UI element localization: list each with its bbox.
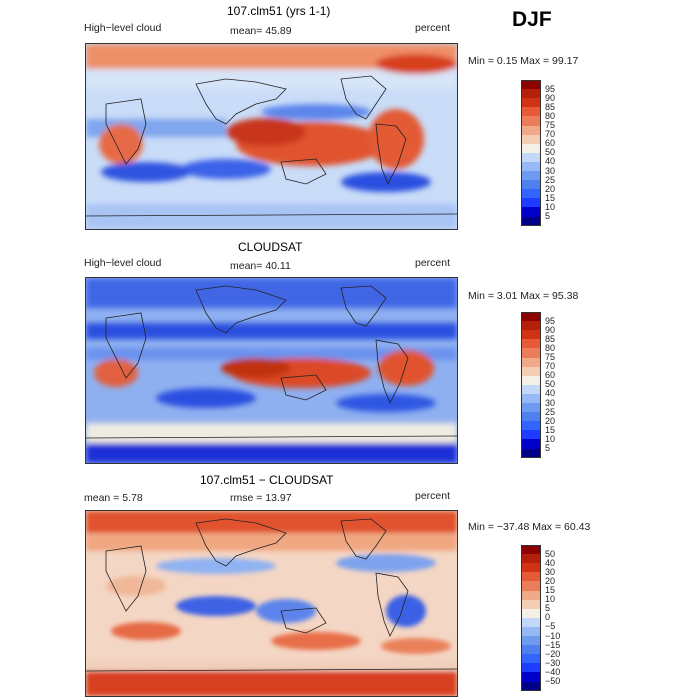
panel1-coastlines xyxy=(86,75,457,217)
colorbar-tick-label: 25 xyxy=(545,174,556,185)
colorbar-tick-label: −10 xyxy=(545,630,561,641)
colorbar-tick-label: 0 xyxy=(545,612,551,623)
colorbar-tick-label: 95 xyxy=(545,315,556,326)
colorbar-tick-label: 15 xyxy=(545,585,556,595)
colorbar-tick-label: 15 xyxy=(545,192,556,203)
panel2-mean: mean= 40.11 xyxy=(230,260,291,272)
panel1-units: percent xyxy=(415,22,451,34)
colorbar-tick-label: 5 xyxy=(545,211,551,221)
colorbar-tick-label: 85 xyxy=(545,101,556,112)
colorbar-tick-label: 10 xyxy=(545,594,556,605)
colorbar-tick-label: −40 xyxy=(545,666,561,677)
panel3-rmse: rmse = 13.97 xyxy=(230,492,292,504)
colorbar-tick-label: −5 xyxy=(545,621,556,632)
colorbar-tick-label: 50 xyxy=(545,548,556,559)
panel2-units: percent xyxy=(415,257,451,269)
colorbar-tick-label: 80 xyxy=(545,342,556,353)
colorbar-tick-label: 20 xyxy=(545,415,556,426)
colorbar-tick-label: −50 xyxy=(545,676,561,686)
colorbar-tick-label: 60 xyxy=(545,138,556,149)
colorbar-tick-label: 10 xyxy=(545,201,556,212)
panel2-variable-label: High−level cloud xyxy=(84,257,162,269)
colorbar-tick-label: 30 xyxy=(545,165,556,176)
colorbar-frame xyxy=(521,80,541,226)
colorbar-tick-label: 20 xyxy=(545,575,556,586)
panel3-mean: mean = 5.78 xyxy=(84,492,143,504)
colorbar-tick-label: 90 xyxy=(545,324,556,335)
panel1-variable-label: High−level cloud xyxy=(84,22,162,34)
panel3-units: percent xyxy=(415,490,451,502)
colorbar-tick-label: 10 xyxy=(545,433,556,444)
panel1-title: 107.clm51 (yrs 1-1) xyxy=(227,4,331,18)
panel3-map-svg xyxy=(86,511,457,696)
colorbar-tick-label: 70 xyxy=(545,129,556,140)
colorbar-tick-label: 90 xyxy=(545,92,556,103)
colorbar-tick-label: −30 xyxy=(545,657,561,668)
panel3-minmax: Min = −37.48 Max = 60.43 xyxy=(468,521,591,533)
panel1-map xyxy=(85,43,458,230)
colorbar-tick-label: 75 xyxy=(545,352,556,362)
panel3-coastlines xyxy=(86,518,457,672)
colorbar-tick-label: −15 xyxy=(545,639,561,650)
panel2-coastlines xyxy=(86,285,457,439)
panel1-map-svg xyxy=(86,44,457,229)
panel2-map-svg xyxy=(86,278,457,463)
colorbar-tick-label: 40 xyxy=(545,156,556,167)
colorbar-tick-label: 20 xyxy=(545,183,556,194)
colorbar-tick-label: 15 xyxy=(545,424,556,435)
panel2-title: CLOUDSAT xyxy=(238,240,303,254)
panel3-map xyxy=(85,510,458,697)
colorbar-tick-label: −20 xyxy=(545,648,561,659)
colorbar-tick-label: 95 xyxy=(545,83,556,94)
panel1-minmax: Min = 0.15 Max = 99.17 xyxy=(468,55,579,67)
panel2-minmax: Min = 3.01 Max = 95.38 xyxy=(468,290,579,302)
colorbar-tick-label: 5 xyxy=(545,603,551,614)
colorbar-tick-label: 80 xyxy=(545,110,556,121)
colorbar-tick-label: 30 xyxy=(545,397,556,408)
colorbar-tick-label: 25 xyxy=(545,406,556,417)
colorbar-frame xyxy=(521,312,541,458)
colorbar-tick-label: 70 xyxy=(545,361,556,372)
colorbar-tick-label: 50 xyxy=(545,379,556,390)
panel1-mean: mean= 45.89 xyxy=(230,25,292,37)
colorbar-tick-label: 85 xyxy=(545,333,556,344)
colorbar-tick-label: 30 xyxy=(545,566,556,577)
colorbar-tick-label: 40 xyxy=(545,388,556,399)
colorbar-tick-label: 75 xyxy=(545,120,556,130)
panel3-title: 107.clm51 − CLOUDSAT xyxy=(200,473,334,487)
colorbar-tick-label: 60 xyxy=(545,370,556,381)
season-label: DJF xyxy=(512,8,552,31)
colorbar-tick-label: 5 xyxy=(545,443,551,453)
colorbar-tick-label: 50 xyxy=(545,147,556,158)
colorbar-frame xyxy=(521,545,541,691)
colorbar-tick-label: 40 xyxy=(545,557,556,568)
panel2-map xyxy=(85,277,458,464)
